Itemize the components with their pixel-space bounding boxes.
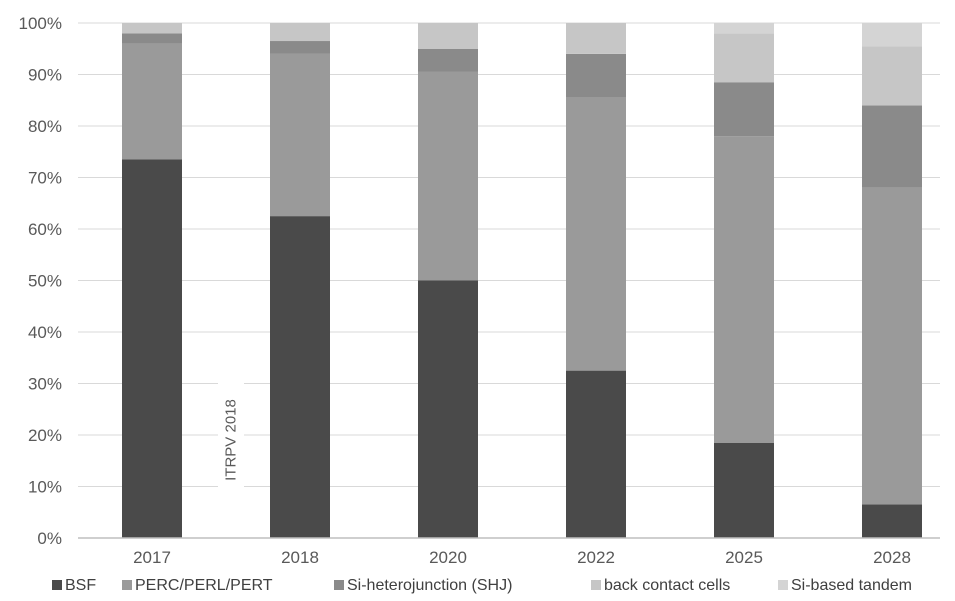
bar-segment (566, 23, 626, 54)
legend-label: Si-heterojunction (SHJ) (347, 577, 512, 594)
y-tick-label: 60% (28, 220, 62, 239)
bar-segment (270, 23, 330, 42)
bar-segment (714, 442, 774, 538)
bar-segment (714, 82, 774, 137)
y-tick-label: 100% (19, 14, 62, 33)
y-tick-label: 80% (28, 117, 62, 136)
legend-label: Si-based tandem (791, 577, 912, 594)
bar-segment (862, 46, 922, 106)
y-tick-label: 50% (28, 272, 62, 291)
bar-segment (862, 23, 922, 47)
annotation-text: ITRPV 2018 (223, 399, 240, 481)
legend-swatch (778, 580, 788, 590)
x-tick-label: 2025 (725, 548, 763, 567)
legend-swatch (52, 580, 62, 590)
bar-segment (862, 105, 922, 188)
bar-segment (270, 41, 330, 54)
bar-segment (418, 23, 478, 49)
bar-segment (714, 23, 774, 34)
x-tick-label: 2028 (873, 548, 911, 567)
legend-swatch (591, 580, 601, 590)
bar-segment (122, 159, 182, 538)
y-tick-label: 40% (28, 323, 62, 342)
bar-segment (566, 97, 626, 371)
bar-segment (862, 187, 922, 505)
bar-segment (566, 370, 626, 538)
y-tick-label: 10% (28, 478, 62, 497)
bar-segment (862, 504, 922, 538)
legend-swatch (334, 580, 344, 590)
bars (122, 23, 922, 538)
y-tick-label: 70% (28, 169, 62, 188)
y-tick-label: 20% (28, 426, 62, 445)
bar-segment (566, 53, 626, 98)
bar-segment (418, 280, 478, 538)
y-tick-label: 90% (28, 66, 62, 85)
bar-segment (122, 43, 182, 160)
legend-label: back contact cells (604, 577, 730, 594)
y-tick-label: 30% (28, 375, 62, 394)
bar-segment (714, 33, 774, 83)
x-tick-label: 2022 (577, 548, 615, 567)
y-axis-tick-labels: 0% 10% 20% 30% 40% 50% 60% 70% 80% 90% 100% (19, 14, 62, 548)
x-axis-tick-labels: 2017 2018 2020 2022 2025 2028 (133, 548, 911, 567)
x-tick-label: 2017 (133, 548, 171, 567)
x-tick-label: 2020 (429, 548, 467, 567)
annotation: ITRPV 2018 (218, 378, 244, 502)
legend: BSF PERC/PERL/PERT Si-heterojunction (SHJ)… (52, 577, 912, 594)
legend-swatch (122, 580, 132, 590)
bar-segment (714, 136, 774, 443)
y-tick-label: 0% (37, 529, 62, 548)
legend-label: BSF (65, 577, 96, 594)
legend-label: PERC/PERL/PERT (135, 577, 273, 594)
bar-segment (122, 33, 182, 44)
grid-lines (78, 22, 940, 487)
bar-segment (122, 23, 182, 34)
x-tick-label: 2018 (281, 548, 319, 567)
bar-segment (270, 53, 330, 217)
annotation-background (218, 378, 244, 502)
bar-segment (418, 48, 478, 72)
bar-segment (418, 71, 478, 281)
bar-segment (270, 216, 330, 538)
